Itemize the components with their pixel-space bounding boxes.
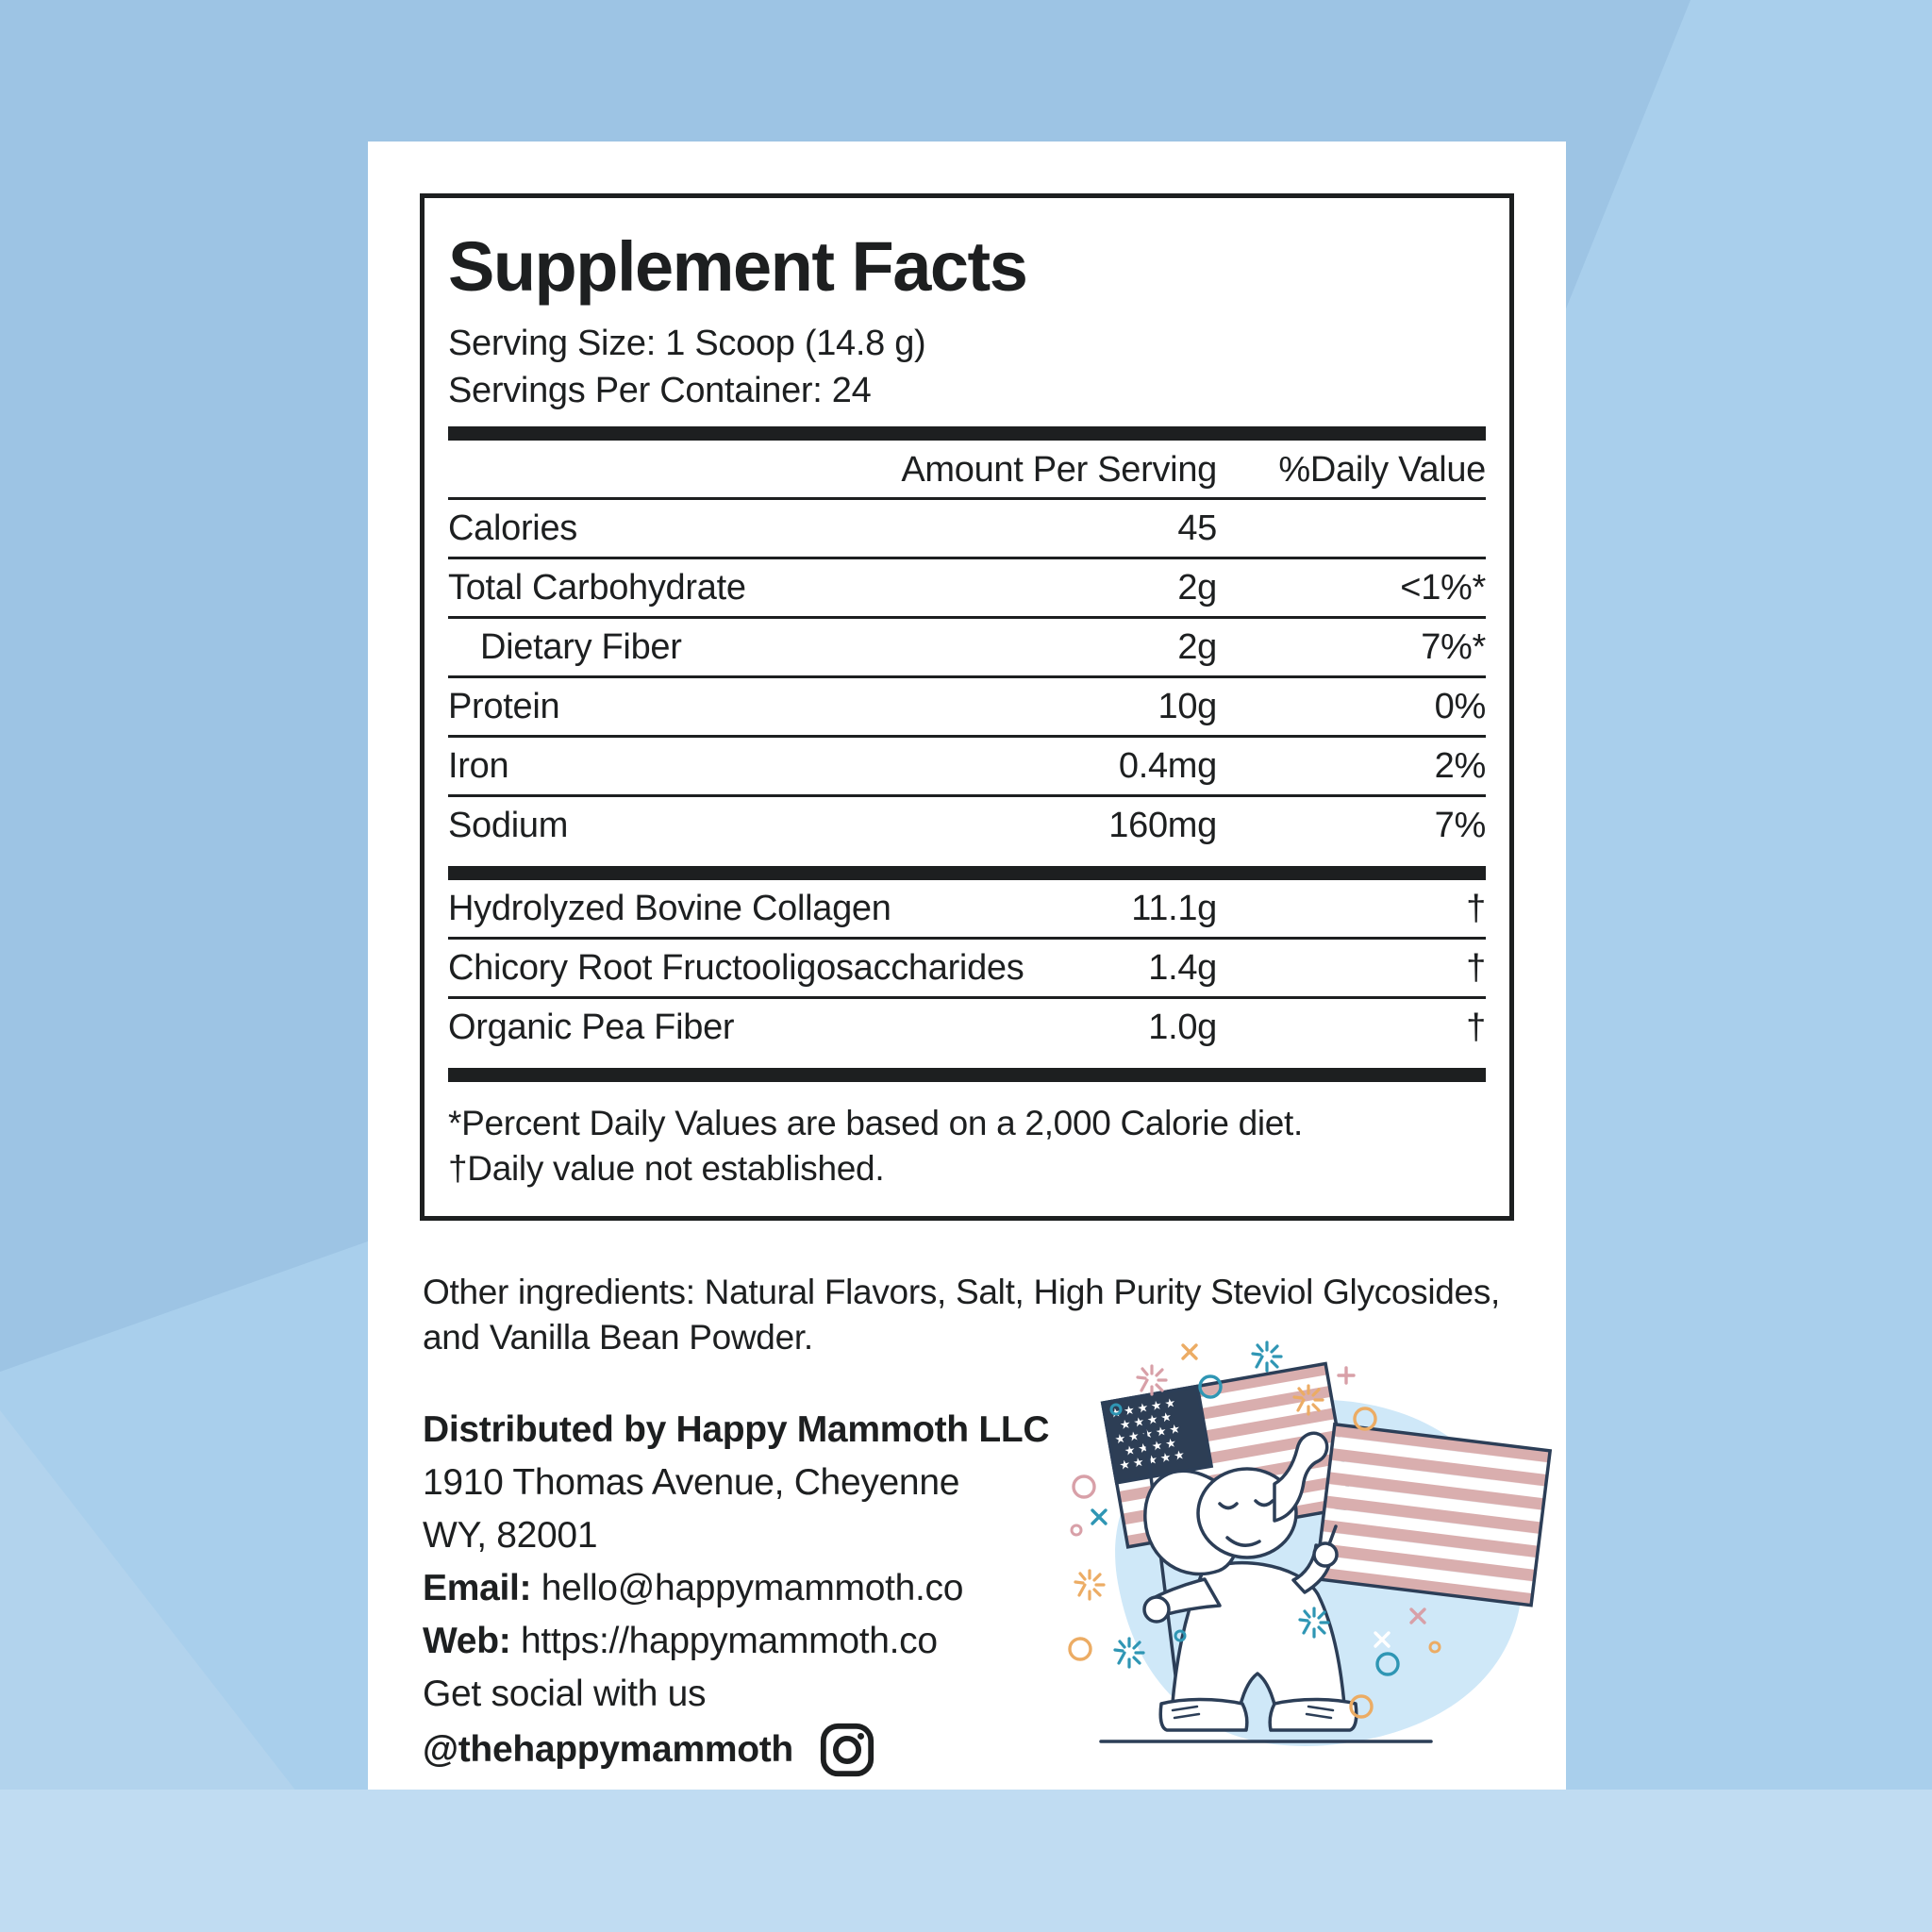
distributor-address-line2: WY, 82001 (423, 1515, 598, 1556)
row-daily-value-cell: 7% (1434, 805, 1487, 845)
social-handle-row: @thehappymammoth (423, 1721, 1102, 1779)
row-daily-value-cell: 7%* (1421, 626, 1486, 667)
table-row: Protein 10g 0% (448, 678, 1486, 738)
elephant-finger (1327, 1524, 1338, 1546)
row-daily-value-cell: † (1466, 888, 1486, 928)
instagram-icon (820, 1723, 874, 1777)
table-row: Chicory Root Fructooligosaccharides 1.4g… (448, 940, 1486, 999)
table-row: Dietary Fiber 2g 7%* (448, 619, 1486, 678)
column-header-amount: Amount Per Serving (901, 449, 1217, 490)
thick-divider-top (448, 426, 1486, 441)
row-name-cell: Calories (448, 508, 577, 548)
distributor-web-row: Web: https://happymammoth.co (423, 1615, 1102, 1668)
servings-per-container: Servings Per Container: 24 (448, 371, 872, 410)
table-row: Hydrolyzed Bovine Collagen 11.1g † (448, 880, 1486, 940)
row-daily-value-cell: 2% (1434, 745, 1487, 786)
footnote-dagger: †Daily value not established. (448, 1149, 885, 1188)
elephant-eye-right (1254, 1499, 1274, 1507)
other-ingredients-line1: Other ingredients: Natural Flavors, Salt… (423, 1273, 1501, 1311)
serving-size: Serving Size: 1 Scoop (14.8 g) (448, 324, 926, 363)
thick-divider-middle (448, 866, 1486, 880)
supplement-facts-panel: Supplement Facts Serving Size: 1 Scoop (… (420, 193, 1514, 1221)
table-row: Total Carbohydrate 2g <1%* (448, 559, 1486, 619)
row-name-cell: Dietary Fiber (480, 626, 682, 667)
distributor-email-row: Email: hello@happymammoth.co (423, 1562, 1102, 1615)
nutrient-rows: Calories 45 Total Carbohydrate 2g <1%* D… (448, 500, 1486, 854)
elephant-flags-illustration: ★★★★★ ★★★★ ★★★★★ ★★★★ ★★★★★ (1068, 1341, 1553, 1746)
row-amount-cell: 2g (1177, 626, 1217, 667)
row-name-cell: Organic Pea Fiber (448, 1007, 735, 1047)
us-flag-right-icon (1313, 1422, 1553, 1607)
label-card: Supplement Facts Serving Size: 1 Scoop (… (368, 142, 1566, 1790)
distributor-info: Distributed by Happy Mammoth LLC 1910 Th… (423, 1404, 1102, 1779)
row-daily-value-cell: <1%* (1400, 567, 1486, 608)
table-row: Organic Pea Fiber 1.0g † (448, 999, 1486, 1056)
elephant-left-fist (1142, 1595, 1171, 1624)
row-name-cell: Total Carbohydrate (448, 567, 746, 608)
distributor-name: Distributed by Happy Mammoth LLC (423, 1409, 1050, 1450)
row-amount-cell: 11.1g (1131, 888, 1217, 928)
row-amount-cell: 1.4g (1148, 947, 1217, 988)
flag-pole (1142, 1421, 1180, 1700)
elephant-left-sneaker (1158, 1697, 1249, 1732)
elephant (1142, 1431, 1358, 1732)
elephant-right-fist (1312, 1541, 1339, 1568)
row-amount-cell: 2g (1177, 567, 1217, 608)
ingredient-rows: Hydrolyzed Bovine Collagen 11.1g † Chico… (448, 880, 1486, 1056)
row-amount-cell: 10g (1158, 686, 1217, 726)
other-ingredients-line2: and Vanilla Bean Powder. (423, 1318, 813, 1357)
email-label: Email: (423, 1568, 532, 1608)
distributor-address-line1: 1910 Thomas Avenue, Cheyenne (423, 1462, 960, 1503)
row-amount-cell: 1.0g (1148, 1007, 1217, 1047)
elephant-eye-left (1218, 1502, 1239, 1510)
sneaker-laces-right (1305, 1705, 1335, 1720)
footnote-daily-values: *Percent Daily Values are based on a 2,0… (448, 1104, 1304, 1142)
social-handle: @thehappymammoth (423, 1729, 793, 1770)
row-amount-cell: 0.4mg (1118, 745, 1217, 786)
table-row: Iron 0.4mg 2% (448, 738, 1486, 797)
row-name-cell: Hydrolyzed Bovine Collagen (448, 888, 891, 928)
sneaker-laces-left (1171, 1705, 1201, 1720)
other-ingredients: Other ingredients: Natural Flavors, Salt… (423, 1270, 1526, 1360)
elephant-head (1196, 1467, 1298, 1559)
background-bottom-band (0, 1790, 1932, 1932)
panel-title: Supplement Facts (448, 227, 1028, 306)
row-name-cell: Chicory Root Fructooligosaccharides (448, 947, 1024, 988)
row-daily-value-cell: † (1466, 947, 1486, 988)
elephant-trunk (1273, 1431, 1329, 1523)
row-name-cell: Iron (448, 745, 509, 786)
column-header-daily-value: %Daily Value (1278, 449, 1486, 490)
elephant-smile (1225, 1536, 1261, 1547)
thick-divider-bottom (448, 1068, 1486, 1082)
row-daily-value-cell: † (1466, 1007, 1486, 1047)
email-value: hello@happymammoth.co (541, 1568, 964, 1608)
row-name-cell: Sodium (448, 805, 569, 845)
row-amount-cell: 160mg (1108, 805, 1217, 845)
web-value: https://happymammoth.co (520, 1621, 938, 1661)
table-row: Calories 45 (448, 500, 1486, 559)
row-daily-value-cell: 0% (1434, 686, 1487, 726)
table-header-row: Amount Per Serving %Daily Value (448, 442, 1486, 500)
row-amount-cell: 45 (1177, 508, 1217, 548)
row-name-cell: Protein (448, 686, 560, 726)
social-invite: Get social with us (423, 1674, 707, 1714)
web-label: Web: (423, 1621, 511, 1661)
table-row: Sodium 160mg 7% (448, 797, 1486, 854)
